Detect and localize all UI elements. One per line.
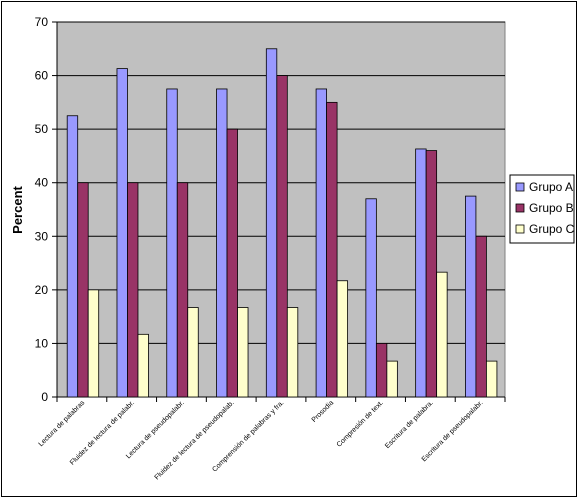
bar-grupo-a (415, 148, 427, 398)
bar-grupo-a (465, 195, 477, 398)
bar-grupo-b (326, 101, 338, 398)
y-axis-label: Percent (10, 185, 25, 233)
bar-grupo-b (77, 182, 89, 398)
legend-label: Grupo B (529, 201, 574, 215)
bar-grupo-c (386, 360, 398, 398)
bar-grupo-b (276, 75, 288, 398)
bar-grupo-c (486, 360, 498, 398)
legend: Grupo A Grupo B Grupo C (509, 174, 575, 244)
bar-grupo-a (166, 88, 178, 398)
y-tick-label: 10 (35, 336, 49, 350)
bar-grupo-c (237, 307, 249, 398)
y-tick-label: 40 (35, 176, 49, 190)
x-tick-label: Lectura de palabras (38, 399, 87, 448)
y-tick-label: 70 (35, 15, 49, 29)
bar-grupo-c (336, 280, 348, 398)
x-tick-label: Escritura de pseudopalabr. (421, 399, 485, 463)
legend-swatch (515, 224, 525, 234)
bar-grupo-a (315, 88, 327, 398)
bars (66, 48, 498, 398)
x-tick-labels: Lectura de palabras Fluidez de lectura de… (38, 399, 485, 481)
bar-grupo-a (365, 198, 377, 398)
bar-grupo-a (265, 48, 278, 398)
legend-label: Grupo C (529, 222, 575, 236)
bar-grupo-a (216, 88, 228, 398)
bar-grupo-b (176, 182, 189, 398)
y-tick-label: 60 (35, 69, 49, 83)
y-tick-label: 50 (35, 122, 49, 136)
legend-swatch (515, 182, 525, 192)
bar-grupo-b (127, 182, 139, 398)
y-tick-label: 0 (41, 390, 48, 404)
bar-grupo-c (187, 307, 199, 398)
bar-grupo-b (226, 128, 238, 398)
bar-grupo-a (116, 68, 128, 398)
x-tick-label: Prosodia (311, 399, 336, 424)
bar-grupo-c (436, 271, 448, 398)
legend-label: Grupo A (529, 180, 573, 194)
x-tick-label: Escritura de palabra. (384, 399, 435, 450)
bar-grupo-b (425, 150, 438, 398)
y-tick-label: 20 (35, 283, 49, 297)
x-tick-label: Compresión de text. (336, 399, 385, 448)
bar-grupo-b (475, 235, 487, 398)
bar-grupo-c (87, 289, 100, 398)
x-tick-label: Lectura de pseudopalabr. (125, 399, 186, 460)
bar-grupo-c (286, 307, 299, 398)
x-tick-label: Fluidez de lectura de pseudopalab. (154, 399, 236, 481)
bar-grupo-b (375, 343, 388, 398)
legend-swatch (515, 203, 525, 213)
y-tick-label: 30 (35, 229, 49, 243)
bar-grupo-a (66, 115, 79, 398)
bar-grupo-c (137, 333, 149, 398)
